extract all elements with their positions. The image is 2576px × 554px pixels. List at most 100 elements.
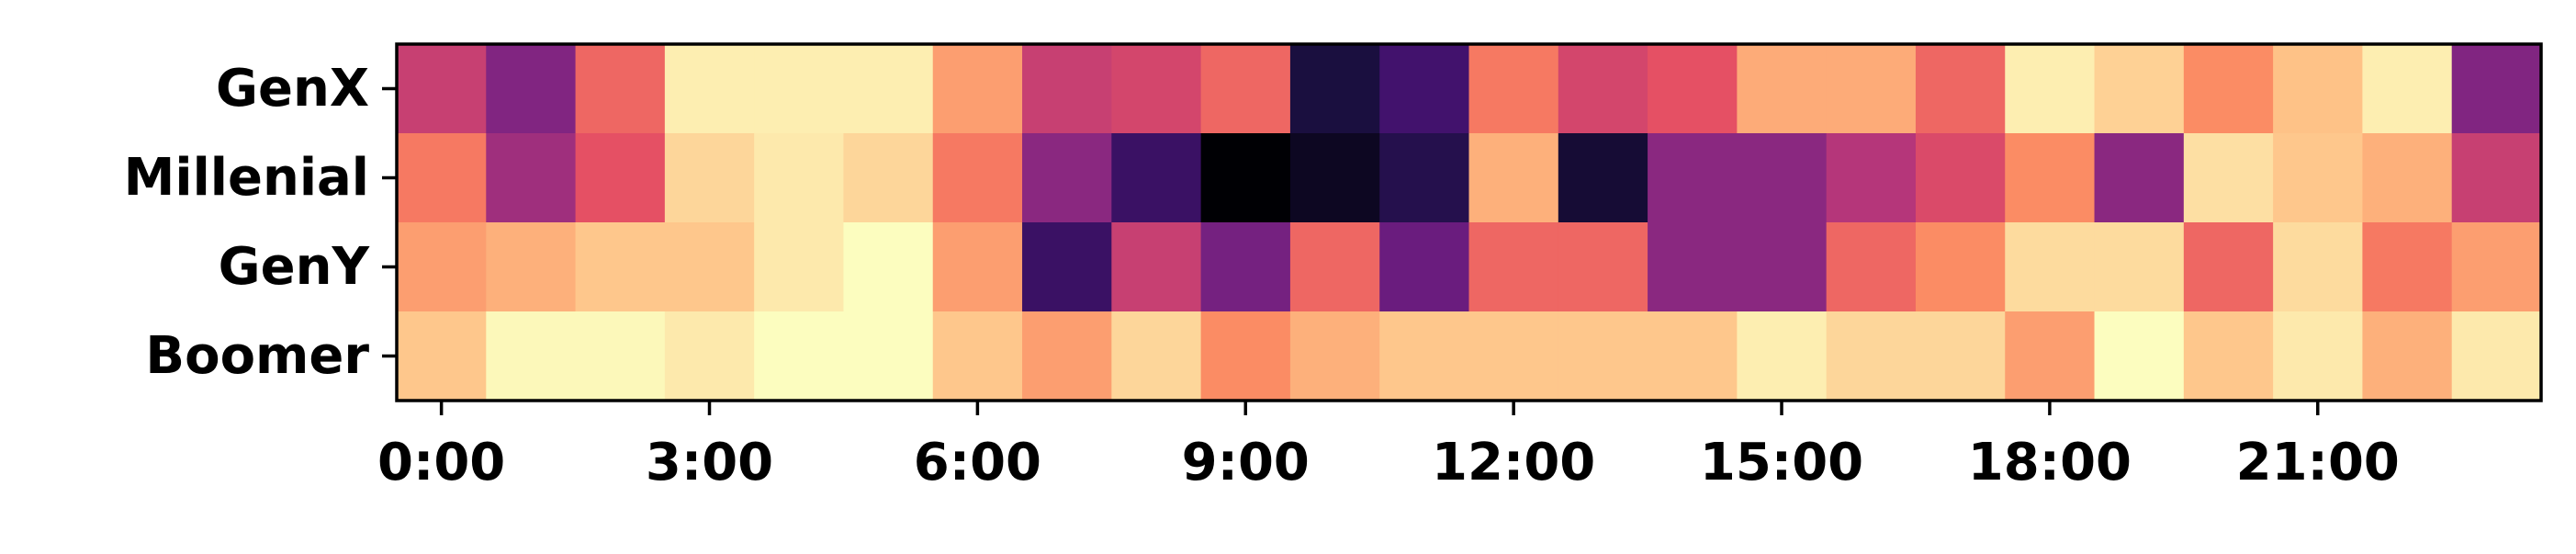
heatmap-cells bbox=[397, 44, 2542, 401]
y-tick-label-millenial: Millenial bbox=[124, 148, 369, 208]
heatmap-cell-millenial-22 bbox=[2362, 133, 2453, 223]
heatmap-cell-genx-10 bbox=[1289, 44, 1380, 134]
y-tick-label-genx: GenX bbox=[216, 59, 369, 119]
heatmap-cell-genx-11 bbox=[1379, 44, 1470, 134]
heatmap-cell-millenial-3 bbox=[664, 133, 755, 223]
heatmap-cell-geny-12 bbox=[1468, 222, 1559, 312]
heatmap-cell-genx-9 bbox=[1200, 44, 1291, 134]
heatmap-cell-genx-21 bbox=[2273, 44, 2364, 134]
heatmap-cell-genx-6 bbox=[932, 44, 1023, 134]
heatmap-cell-geny-22 bbox=[2362, 222, 2453, 312]
heatmap-cell-boomer-7 bbox=[1022, 311, 1112, 401]
x-tick-label-6: 6:00 bbox=[914, 433, 1041, 492]
heatmap-cell-millenial-15 bbox=[1737, 133, 1828, 223]
heatmap-cell-geny-16 bbox=[1826, 222, 1917, 312]
heatmap-cell-boomer-0 bbox=[397, 311, 487, 401]
x-tick-label-15: 15:00 bbox=[1700, 433, 1863, 492]
heatmap-cell-millenial-11 bbox=[1379, 133, 1470, 223]
heatmap-cell-genx-7 bbox=[1022, 44, 1112, 134]
heatmap-cell-genx-4 bbox=[754, 44, 845, 134]
heatmap-cell-genx-0 bbox=[397, 44, 487, 134]
heatmap-cell-geny-11 bbox=[1379, 222, 1470, 312]
heatmap-cell-boomer-2 bbox=[575, 311, 666, 401]
heatmap-cell-boomer-6 bbox=[932, 311, 1023, 401]
heatmap-cell-geny-21 bbox=[2273, 222, 2364, 312]
heatmap-cell-genx-17 bbox=[1915, 44, 2006, 134]
heatmap-cell-millenial-14 bbox=[1648, 133, 1738, 223]
heatmap-cell-genx-20 bbox=[2183, 44, 2274, 134]
heatmap-cell-millenial-12 bbox=[1468, 133, 1559, 223]
heatmap-cell-geny-14 bbox=[1648, 222, 1738, 312]
heatmap-cell-geny-13 bbox=[1558, 222, 1648, 312]
heatmap-cell-boomer-3 bbox=[664, 311, 755, 401]
heatmap-cell-boomer-23 bbox=[2451, 311, 2542, 401]
heatmap-cell-millenial-19 bbox=[2094, 133, 2185, 223]
heatmap-cell-genx-12 bbox=[1468, 44, 1559, 134]
heatmap-cell-millenial-9 bbox=[1200, 133, 1291, 223]
heatmap-cell-boomer-18 bbox=[2005, 311, 2096, 401]
heatmap-cell-boomer-14 bbox=[1648, 311, 1738, 401]
heatmap-cell-boomer-11 bbox=[1379, 311, 1470, 401]
heatmap-cell-millenial-10 bbox=[1289, 133, 1380, 223]
heatmap-cell-geny-4 bbox=[754, 222, 845, 312]
heatmap-cell-millenial-13 bbox=[1558, 133, 1648, 223]
heatmap-cell-boomer-17 bbox=[1915, 311, 2006, 401]
heatmap-cell-millenial-7 bbox=[1022, 133, 1112, 223]
heatmap-cell-boomer-12 bbox=[1468, 311, 1559, 401]
heatmap-cell-boomer-4 bbox=[754, 311, 845, 401]
heatmap-cell-millenial-18 bbox=[2005, 133, 2096, 223]
heatmap-cell-geny-17 bbox=[1915, 222, 2006, 312]
heatmap-cell-millenial-16 bbox=[1826, 133, 1917, 223]
heatmap-cell-genx-15 bbox=[1737, 44, 1828, 134]
heatmap-cell-genx-5 bbox=[843, 44, 934, 134]
heatmap-cell-genx-1 bbox=[486, 44, 577, 134]
heatmap-cell-genx-16 bbox=[1826, 44, 1917, 134]
heatmap-cell-boomer-9 bbox=[1200, 311, 1291, 401]
heatmap-cell-geny-2 bbox=[575, 222, 666, 312]
x-tick-label-0: 0:00 bbox=[377, 433, 505, 492]
heatmap-cell-genx-14 bbox=[1648, 44, 1738, 134]
heatmap-cell-millenial-6 bbox=[932, 133, 1023, 223]
heatmap-cell-geny-1 bbox=[486, 222, 577, 312]
heatmap-cell-genx-13 bbox=[1558, 44, 1648, 134]
x-axis: 0:00 3:00 6:00 9:00 12:00 15:00 18:00 21:00 bbox=[377, 401, 2400, 492]
heatmap-cell-millenial-4 bbox=[754, 133, 845, 223]
heatmap-cell-boomer-19 bbox=[2094, 311, 2185, 401]
y-axis: GenX Millenial GenY Boomer bbox=[124, 59, 397, 386]
heatmap-cell-millenial-17 bbox=[1915, 133, 2006, 223]
heatmap-cell-millenial-1 bbox=[486, 133, 577, 223]
heatmap-cell-geny-10 bbox=[1289, 222, 1380, 312]
heatmap-cell-boomer-15 bbox=[1737, 311, 1828, 401]
heatmap-cell-boomer-5 bbox=[843, 311, 934, 401]
heatmap-cell-geny-5 bbox=[843, 222, 934, 312]
heatmap-cell-geny-0 bbox=[397, 222, 487, 312]
heatmap-cell-genx-22 bbox=[2362, 44, 2453, 134]
heatmap-cell-genx-2 bbox=[575, 44, 666, 134]
heatmap-cell-geny-8 bbox=[1111, 222, 1202, 312]
heatmap-cell-genx-23 bbox=[2451, 44, 2542, 134]
heatmap-cell-genx-3 bbox=[664, 44, 755, 134]
y-tick-label-geny: GenY bbox=[219, 237, 371, 297]
heatmap-cell-geny-3 bbox=[664, 222, 755, 312]
heatmap-cell-genx-8 bbox=[1111, 44, 1202, 134]
heatmap-cell-geny-15 bbox=[1737, 222, 1828, 312]
x-tick-label-9: 9:00 bbox=[1182, 433, 1310, 492]
heatmap-cell-millenial-23 bbox=[2451, 133, 2542, 223]
plot-frame bbox=[395, 42, 2543, 402]
heatmap-cell-millenial-20 bbox=[2183, 133, 2274, 223]
heatmap-cell-boomer-10 bbox=[1289, 311, 1380, 401]
heatmap-cell-geny-6 bbox=[932, 222, 1023, 312]
heatmap-cell-boomer-16 bbox=[1826, 311, 1917, 401]
x-tick-label-12: 12:00 bbox=[1432, 433, 1595, 492]
heatmap-cell-boomer-22 bbox=[2362, 311, 2453, 401]
heatmap-cell-geny-18 bbox=[2005, 222, 2096, 312]
x-tick-label-21: 21:00 bbox=[2236, 433, 2400, 492]
heatmap-cell-genx-19 bbox=[2094, 44, 2185, 134]
heatmap-cell-geny-20 bbox=[2183, 222, 2274, 312]
heatmap-cell-geny-19 bbox=[2094, 222, 2185, 312]
y-tick-label-boomer: Boomer bbox=[145, 326, 369, 386]
heatmap-cell-boomer-21 bbox=[2273, 311, 2364, 401]
heatmap-cell-millenial-8 bbox=[1111, 133, 1202, 223]
heatmap-cell-boomer-8 bbox=[1111, 311, 1202, 401]
